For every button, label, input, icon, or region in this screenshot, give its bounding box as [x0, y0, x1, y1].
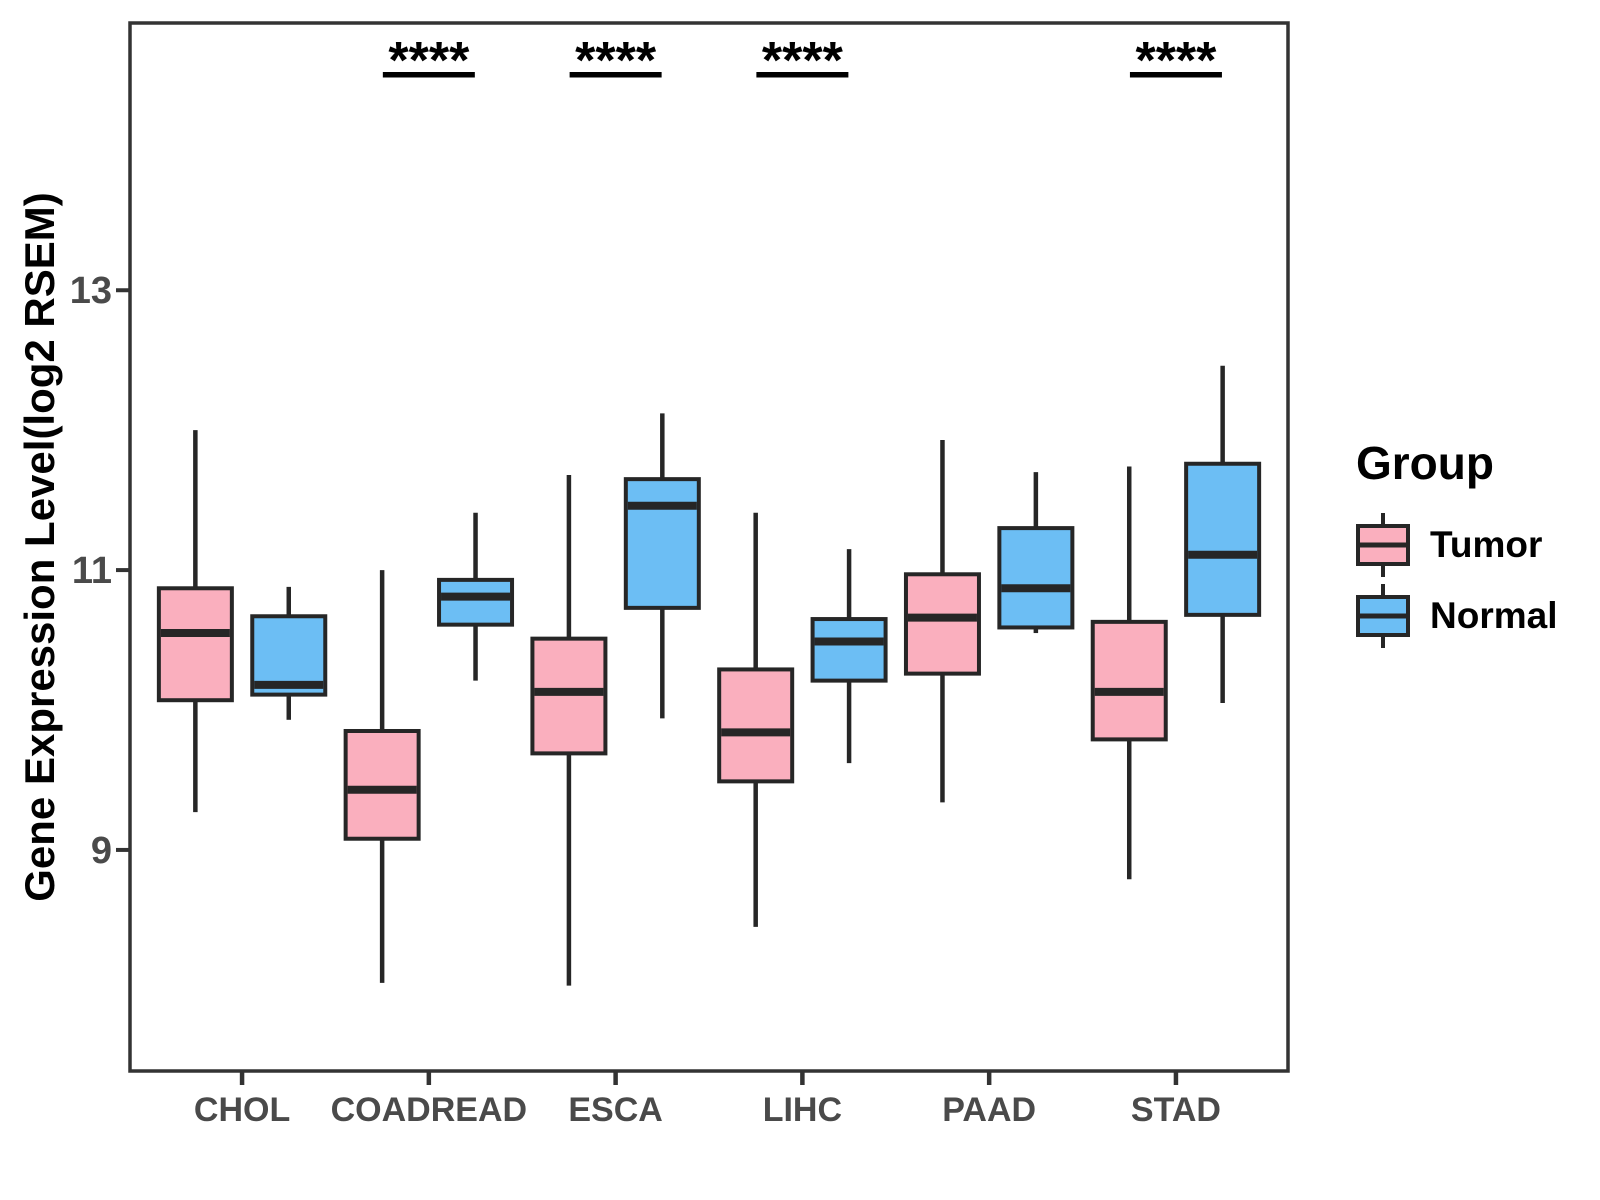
box-coadread-tumor — [343, 728, 421, 841]
x-tick-label: PAAD — [942, 1091, 1036, 1129]
box-lihc-tumor — [717, 667, 795, 784]
legend: Group Tumor Normal — [1352, 436, 1557, 650]
y-tick-label: 9 — [91, 830, 112, 872]
box-lihc-normal — [810, 617, 888, 683]
x-tick-label: COADREAD — [331, 1091, 527, 1129]
significance-underline — [1129, 72, 1222, 78]
x-tick-label: STAD — [1131, 1091, 1221, 1129]
legend-entry-tumor: Tumor — [1352, 511, 1557, 579]
box-coadread-normal — [437, 577, 515, 627]
x-tick-label: ESCA — [568, 1091, 662, 1129]
x-tick-label: LIHC — [763, 1091, 842, 1129]
y-tick-label: 11 — [72, 550, 112, 592]
legend-label-normal: Normal — [1430, 595, 1558, 636]
x-tick-label: CHOL — [194, 1091, 290, 1129]
significance-stars: **** — [388, 32, 470, 90]
y-tick-label: 13 — [70, 270, 112, 312]
significance-underline — [382, 72, 475, 78]
box-esca-normal — [623, 477, 701, 610]
significance-stars: **** — [575, 32, 657, 90]
legend-key-normal-icon — [1356, 584, 1410, 648]
significance-underline — [569, 72, 662, 78]
significance-stars: **** — [762, 32, 844, 90]
significance-underline — [756, 72, 849, 78]
box-stad-normal — [1184, 461, 1262, 617]
box-esca-tumor — [530, 636, 608, 756]
y-axis-title: Gene Expression Level(log2 RSEM) — [16, 192, 63, 902]
box-chol-tumor — [156, 586, 234, 703]
box-paad-normal — [997, 526, 1075, 630]
box-paad-tumor — [903, 572, 981, 676]
legend-label-tumor: Tumor — [1430, 524, 1543, 565]
box-stad-tumor — [1090, 619, 1168, 742]
panel-border — [128, 21, 1290, 1073]
legend-key-tumor-icon — [1356, 513, 1410, 577]
legend-title: Group — [1356, 437, 1494, 489]
legend-entry-normal: Normal — [1352, 582, 1557, 650]
significance-stars: **** — [1135, 32, 1217, 90]
